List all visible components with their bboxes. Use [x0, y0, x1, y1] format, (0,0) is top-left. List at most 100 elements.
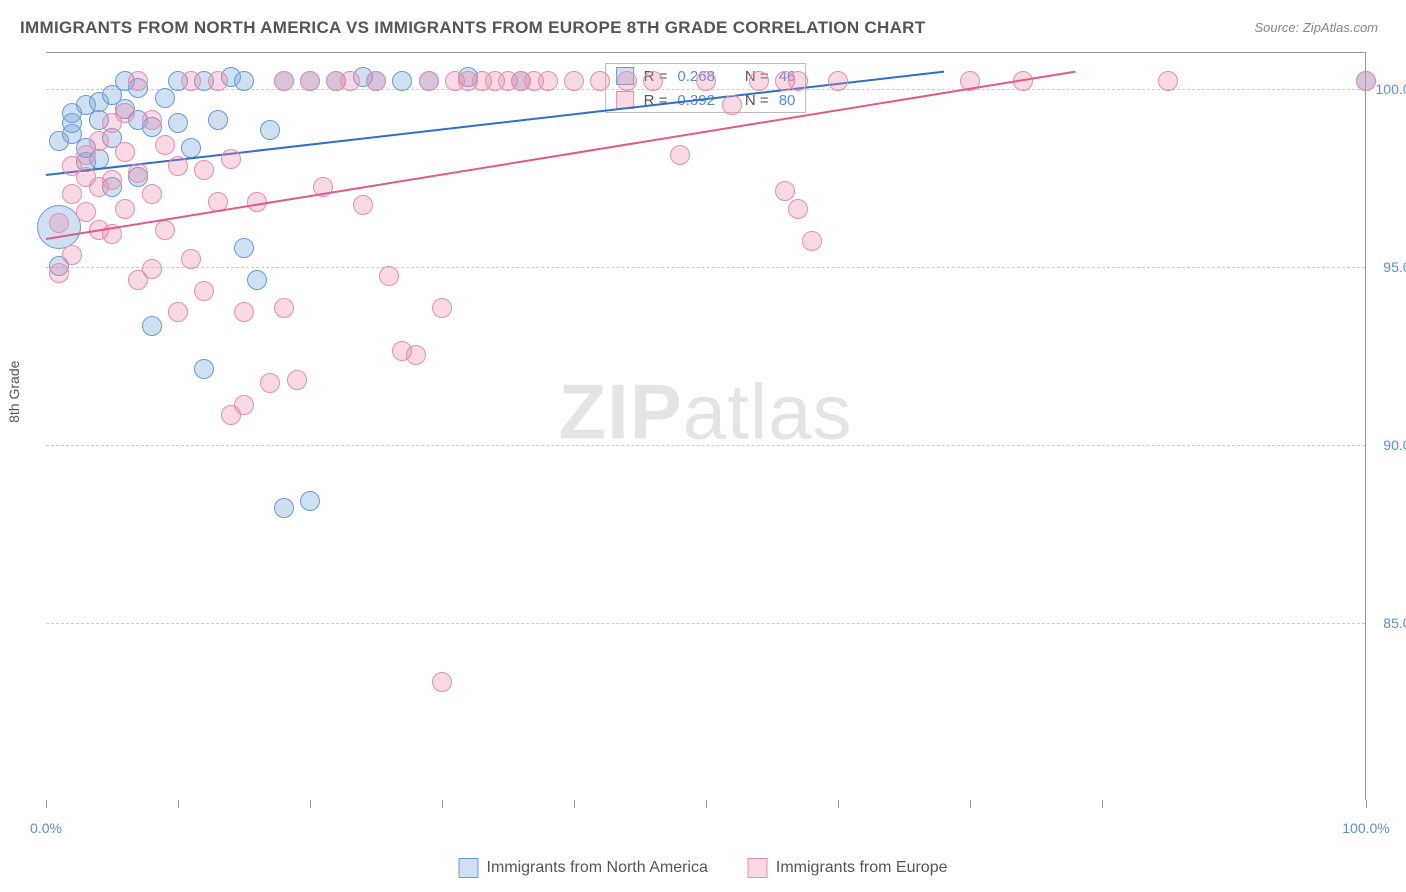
data-point: [670, 145, 690, 165]
data-point: [181, 249, 201, 269]
data-point: [247, 270, 267, 290]
data-point: [274, 71, 294, 91]
y-tick-label: 100.0%: [1376, 81, 1406, 97]
data-point: [722, 95, 742, 115]
data-point: [300, 71, 320, 91]
data-point: [828, 71, 848, 91]
y-tick-label: 95.0%: [1383, 259, 1406, 275]
data-point: [260, 373, 280, 393]
data-point: [115, 142, 135, 162]
data-point: [89, 131, 109, 151]
data-point: [128, 163, 148, 183]
data-point: [538, 71, 558, 91]
data-point: [234, 302, 254, 322]
data-point: [142, 110, 162, 130]
data-point: [221, 149, 241, 169]
data-point: [168, 302, 188, 322]
data-point: [168, 113, 188, 133]
data-point: [802, 231, 822, 251]
data-point: [392, 71, 412, 91]
data-point: [194, 160, 214, 180]
scatter-plot: ZIPatlas R = 0.268N = 46R = 0.392N = 80 …: [46, 52, 1366, 800]
gridline: [46, 267, 1365, 268]
data-point: [76, 202, 96, 222]
x-tick: [970, 800, 971, 808]
data-point: [366, 71, 386, 91]
data-point: [274, 298, 294, 318]
gridline: [46, 623, 1365, 624]
data-point: [181, 71, 201, 91]
x-tick: [310, 800, 311, 808]
data-point: [340, 71, 360, 91]
data-point: [406, 345, 426, 365]
chart-title: IMMIGRANTS FROM NORTH AMERICA VS IMMIGRA…: [20, 18, 925, 38]
y-tick-label: 90.0%: [1383, 437, 1406, 453]
data-point: [234, 71, 254, 91]
data-point: [234, 395, 254, 415]
data-point: [128, 71, 148, 91]
data-point: [1158, 71, 1178, 91]
data-point: [274, 498, 294, 518]
legend-swatch: [748, 858, 768, 878]
x-tick: [46, 800, 47, 808]
data-point: [749, 71, 769, 91]
data-point: [181, 138, 201, 158]
y-axis-label: 8th Grade: [6, 361, 22, 423]
gridline: [46, 445, 1365, 446]
data-point: [432, 672, 452, 692]
data-point: [353, 195, 373, 215]
data-point: [643, 71, 663, 91]
data-point: [234, 238, 254, 258]
legend-item: Immigrants from Europe: [748, 858, 948, 878]
data-point: [300, 491, 320, 511]
x-tick: [178, 800, 179, 808]
data-point: [696, 71, 716, 91]
data-point: [194, 359, 214, 379]
data-point: [194, 281, 214, 301]
legend-label: Immigrants from North America: [487, 859, 708, 876]
data-point: [419, 71, 439, 91]
data-point: [142, 316, 162, 336]
data-point: [1356, 71, 1376, 91]
data-point: [142, 259, 162, 279]
x-tick: [1102, 800, 1103, 808]
data-point: [155, 135, 175, 155]
x-tick: [574, 800, 575, 808]
watermark: ZIPatlas: [558, 366, 852, 457]
n-value: 80: [779, 92, 796, 109]
x-tick: [442, 800, 443, 808]
data-point: [155, 88, 175, 108]
data-point: [62, 184, 82, 204]
data-point: [115, 199, 135, 219]
data-point: [788, 71, 808, 91]
data-point: [590, 71, 610, 91]
x-tick: [1366, 800, 1367, 808]
data-point: [155, 220, 175, 240]
x-tick-label: 100.0%: [1342, 820, 1389, 836]
data-point: [208, 71, 228, 91]
data-point: [142, 184, 162, 204]
data-point: [62, 245, 82, 265]
source-attribution: Source: ZipAtlas.com: [1254, 20, 1378, 35]
data-point: [102, 170, 122, 190]
data-point: [115, 103, 135, 123]
legend: Immigrants from North America Immigrants …: [459, 858, 948, 878]
data-point: [564, 71, 584, 91]
legend-label: Immigrants from Europe: [776, 859, 948, 876]
data-point: [788, 199, 808, 219]
data-point: [168, 156, 188, 176]
data-point: [208, 110, 228, 130]
x-tick-label: 0.0%: [30, 820, 62, 836]
x-tick: [706, 800, 707, 808]
legend-swatch: [459, 858, 479, 878]
x-tick: [838, 800, 839, 808]
data-point: [287, 370, 307, 390]
data-point: [775, 181, 795, 201]
data-point: [379, 266, 399, 286]
y-tick-label: 85.0%: [1383, 615, 1406, 631]
data-point: [617, 71, 637, 91]
data-point: [260, 120, 280, 140]
data-point: [49, 263, 69, 283]
data-point: [432, 298, 452, 318]
data-point: [49, 213, 69, 233]
